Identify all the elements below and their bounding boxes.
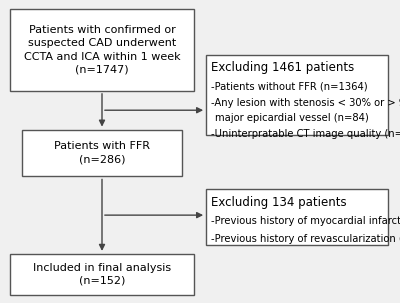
Bar: [22, 130, 182, 176]
Text: -Uninterpratable CT image quality (n=13): -Uninterpratable CT image quality (n=13): [211, 129, 400, 139]
Text: major epicardial vessel (n=84): major epicardial vessel (n=84): [215, 113, 368, 123]
Bar: [10, 9, 194, 91]
Text: Patients with confirmed or
suspected CAD underwent
CCTA and ICA within 1 week
(n: Patients with confirmed or suspected CAD…: [24, 25, 180, 75]
Bar: [10, 254, 194, 295]
Bar: [206, 55, 388, 135]
Text: -Previous history of myocardial infarction (n=45): -Previous history of myocardial infarcti…: [211, 216, 400, 226]
Text: -Any lesion with stenosis < 30% or > 90% on: -Any lesion with stenosis < 30% or > 90%…: [211, 98, 400, 108]
Text: -Patients without FFR (n=1364): -Patients without FFR (n=1364): [211, 82, 368, 92]
Text: Excluding 1461 patients: Excluding 1461 patients: [211, 61, 354, 74]
Text: Excluding 134 patients: Excluding 134 patients: [211, 196, 346, 209]
Bar: [206, 189, 388, 245]
Text: Patients with FFR
(n=286): Patients with FFR (n=286): [54, 142, 150, 165]
Text: -Previous history of revascularization (n=89): -Previous history of revascularization (…: [211, 234, 400, 244]
Text: Included in final analysis
(n=152): Included in final analysis (n=152): [33, 263, 171, 286]
